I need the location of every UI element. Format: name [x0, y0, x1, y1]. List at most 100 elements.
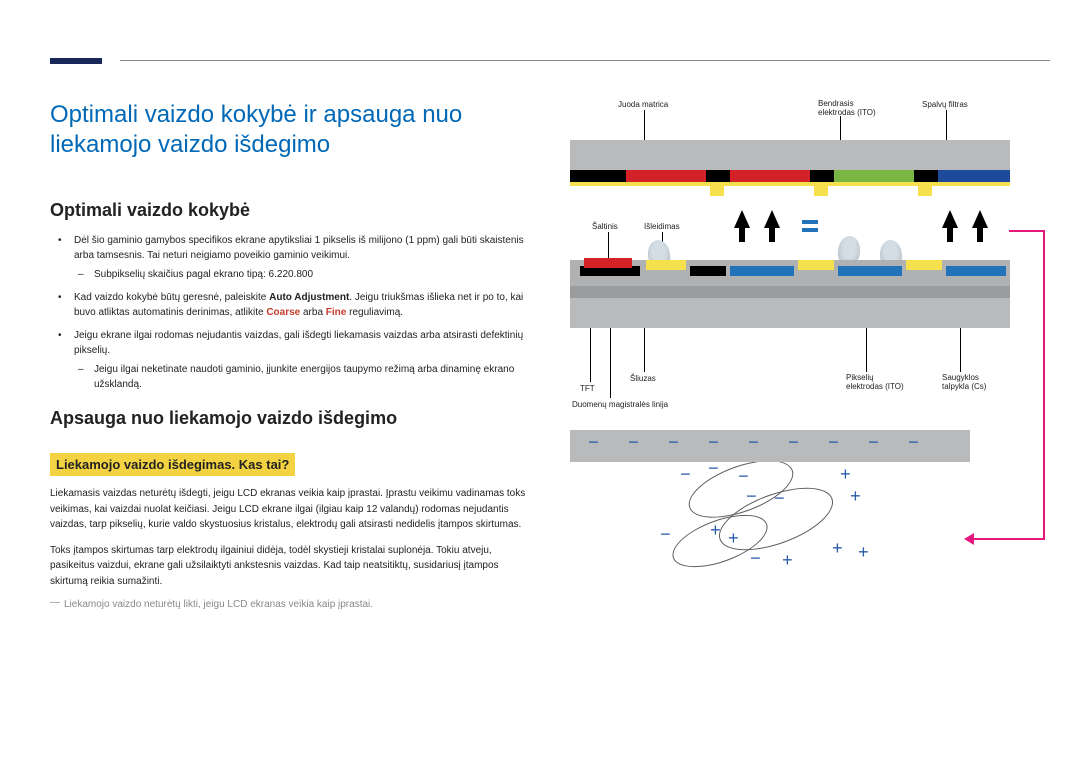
header-rule — [120, 60, 1050, 61]
highlight-heading: Liekamojo vaizdo išdegimas. Kas tai? — [50, 453, 295, 476]
minus-icon: − — [828, 434, 841, 454]
px-yellow — [646, 260, 686, 270]
b2-end: reguliavimą. — [346, 307, 403, 318]
b2-bold3: Fine — [326, 307, 347, 318]
label-isleidimas: Išleidimas — [644, 222, 680, 231]
minus-icon: − — [774, 490, 787, 510]
plus-icon: + — [850, 488, 861, 508]
bm — [706, 170, 730, 182]
bullet-1-text: Dėl šio gaminio gamybos specifikos ekran… — [74, 235, 524, 261]
lead-line — [960, 328, 961, 372]
section2-p1: Liekamasis vaizdas neturėtų išdegti, jei… — [50, 486, 530, 533]
b2-pre: Kad vaizdo kokybė būtų geresnė, paleiski… — [74, 292, 269, 303]
bm — [570, 170, 626, 182]
minus-icon: − — [680, 466, 693, 486]
plus-icon: + — [710, 522, 721, 542]
section1-heading: Optimali vaizdo kokybė — [50, 200, 530, 221]
minus-icon: − — [750, 550, 763, 570]
plus-icon: + — [832, 540, 843, 560]
magenta-line — [1043, 230, 1045, 540]
page-content: Optimali vaizdo kokybė ir apsauga nuo li… — [50, 100, 1030, 630]
px-yellow — [906, 260, 942, 270]
minus-icon: − — [908, 434, 921, 454]
lcd-cross-section-diagram: Juoda matrica Bendrasis elektrodas (ITO)… — [550, 100, 1010, 410]
bm — [914, 170, 938, 182]
bullet-1-sub: Subpikselių skaičius pagal ekrano tipą: … — [88, 267, 530, 282]
bottom-base — [570, 286, 1010, 298]
minus-icon: − — [708, 460, 721, 480]
arrow-stem — [739, 226, 745, 242]
b2-bold2: Coarse — [266, 307, 300, 318]
minus-icon: − — [708, 434, 721, 454]
minus-icon: − — [746, 488, 759, 508]
plus-icon: + — [840, 466, 851, 486]
lead-line — [866, 328, 867, 372]
common-electrode — [570, 182, 1010, 186]
eq-bar — [802, 220, 818, 224]
lead-line — [610, 328, 611, 398]
bullet-3-sub: Jeigu ilgai neketinate naudoti gaminio, … — [88, 362, 530, 392]
header-accent — [50, 58, 102, 64]
section2-heading: Apsauga nuo liekamojo vaizdo išdegimo — [50, 408, 530, 429]
bottom-slab: − − − − − − − − − — [570, 430, 970, 462]
label-juoda-matrica: Juoda matrica — [618, 100, 668, 109]
section1-list: Dėl šio gaminio gamybos specifikos ekran… — [50, 233, 530, 392]
b2-mid2: arba — [300, 307, 326, 318]
minus-icon: − — [660, 526, 673, 546]
arrow-stem — [977, 226, 983, 242]
ce-drop — [814, 186, 828, 196]
px-blue — [946, 266, 1006, 276]
plus-icon: + — [858, 544, 869, 564]
section2-p2: Toks įtampos skirtumas tarp elektrodų il… — [50, 543, 530, 590]
arrow-stem — [947, 226, 953, 242]
plus-icon: + — [782, 552, 793, 572]
label-bendrasis: Bendrasis elektrodas (ITO) — [818, 100, 878, 118]
label-saltinis: Šaltinis — [592, 222, 618, 231]
bm — [810, 170, 834, 182]
lead-line — [644, 328, 645, 372]
label-saugyklos: Saugyklos talpykla (Cs) — [942, 374, 998, 392]
px-yellow — [798, 260, 834, 270]
cf-red — [626, 170, 706, 182]
cf-green — [834, 170, 914, 182]
label-tft: TFT — [580, 384, 595, 393]
magenta-line — [1009, 230, 1045, 232]
minus-icon: − — [628, 434, 641, 454]
label-spalvu-filtras: Spalvų filtras — [922, 100, 968, 109]
label-pikseliu: Pikselių elektrodas (ITO) — [846, 374, 906, 392]
left-column: Optimali vaizdo kokybė ir apsauga nuo li… — [50, 100, 550, 630]
right-column: Juoda matrica Bendrasis elektrodas (ITO)… — [550, 100, 1030, 630]
b2-bold1: Auto Adjustment — [269, 292, 349, 303]
px-blue — [730, 266, 794, 276]
ce-drop — [710, 186, 724, 196]
plus-icon: + — [728, 530, 739, 550]
minus-icon: − — [788, 434, 801, 454]
ce-drop — [918, 186, 932, 196]
minus-icon: − — [748, 434, 761, 454]
top-glass — [570, 140, 1010, 170]
page-title: Optimali vaizdo kokybė ir apsauga nuo li… — [50, 100, 530, 160]
cf-blue — [938, 170, 1010, 182]
magenta-line — [970, 538, 1045, 540]
label-duomenu: Duomenų magistralės linija — [572, 400, 668, 409]
charge-diagram: + + + + + + + + + − − − + − − + − — [550, 430, 1010, 630]
label-sliuzas: Šliuzas — [630, 374, 656, 383]
arrow-stem — [769, 226, 775, 242]
px-blue — [838, 266, 902, 276]
bullet-3: Jeigu ekrane ilgai rodomas nejudantis va… — [68, 328, 530, 392]
minus-icon: − — [588, 434, 601, 454]
minus-icon: − — [738, 468, 751, 488]
bottom-glass — [570, 298, 1010, 328]
px-red — [584, 258, 632, 268]
lead-line — [608, 232, 609, 260]
bullet-2: Kad vaizdo kokybė būtų geresnė, paleiski… — [68, 290, 530, 320]
bullet-1: Dėl šio gaminio gamybos specifikos ekran… — [68, 233, 530, 282]
footnote: Liekamojo vaizdo neturėtų likti, jeigu L… — [50, 599, 530, 610]
px-black — [690, 266, 726, 276]
magenta-arrow-icon — [964, 533, 974, 545]
eq-bar — [802, 228, 818, 232]
minus-icon: − — [668, 434, 681, 454]
lead-line — [590, 328, 591, 382]
cf-red2 — [730, 170, 810, 182]
bullet-3-text: Jeigu ekrane ilgai rodomas nejudantis va… — [74, 330, 523, 356]
